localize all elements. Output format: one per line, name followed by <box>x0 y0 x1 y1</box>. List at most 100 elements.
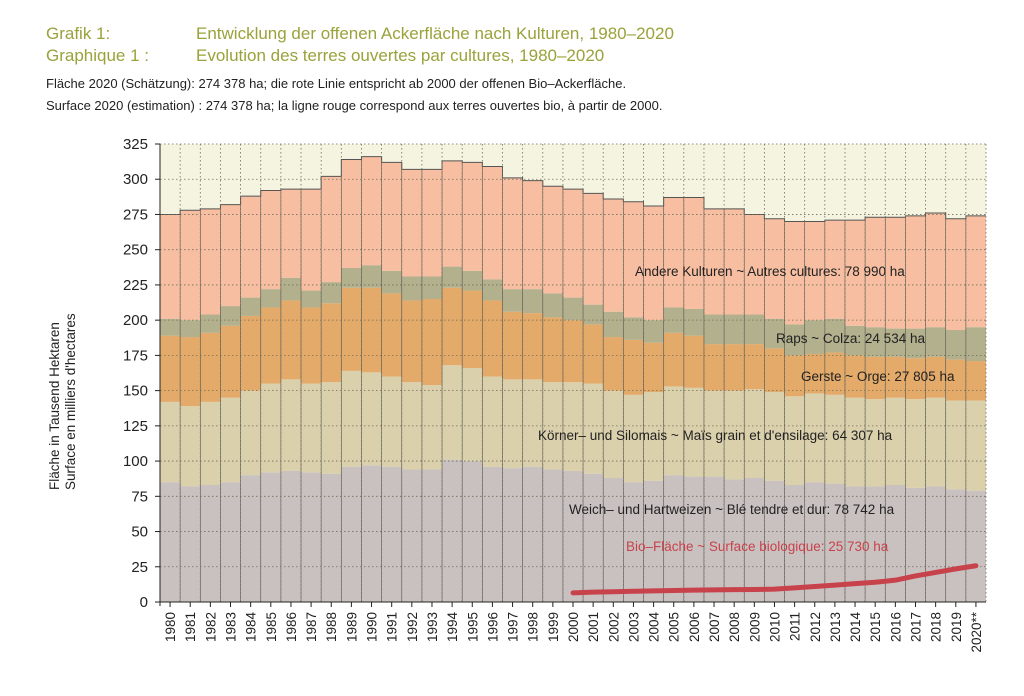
bar-segment <box>744 389 765 478</box>
bar-segment <box>220 397 241 483</box>
bar-segment <box>220 482 241 602</box>
bar-segment <box>321 473 342 602</box>
bar-segment <box>885 485 906 602</box>
series-label-andere-kulturen: Andere Kulturen ~ Autres cultures: 78 99… <box>635 264 905 279</box>
y-tick-label: 275 <box>123 206 148 223</box>
bar-segment <box>905 399 926 488</box>
bar-segment <box>603 390 624 478</box>
series-label-weizen: Weich– und Hartweizen ~ Blé tendre et du… <box>569 502 895 517</box>
bar-segment <box>683 335 704 388</box>
x-tick-label: 1984 <box>244 612 259 643</box>
bar-segment <box>844 325 866 356</box>
bar-segment <box>502 468 523 602</box>
bar-segment <box>824 220 845 319</box>
bar-segment <box>462 290 483 369</box>
x-tick-label: 2016 <box>888 612 903 642</box>
bar-segment <box>603 198 624 312</box>
bar-segment <box>462 368 483 462</box>
bar-segment <box>421 384 443 470</box>
bar-segment <box>764 392 785 481</box>
bio-area-line <box>570 563 979 596</box>
bar-segment <box>764 348 785 393</box>
y-axis-label-fr: Surface en milliers d'hectares <box>63 313 78 490</box>
bar-segment <box>462 162 483 271</box>
bar-segment <box>804 393 825 483</box>
bar-segment <box>663 332 684 387</box>
bar-segment <box>844 397 866 487</box>
x-tick-label: 1999 <box>546 612 561 642</box>
title-fr: Graphique 1 : Evolution des terres ouvert… <box>46 46 604 66</box>
bar-segment <box>603 311 624 338</box>
x-tick-label: 2002 <box>606 612 621 642</box>
bar-segment <box>502 289 523 312</box>
bar-segment <box>200 401 221 486</box>
bar-segment <box>381 270 402 294</box>
bar-segment <box>925 397 946 487</box>
bar-segment <box>784 396 805 486</box>
bar-segment <box>925 213 946 328</box>
bar-segment <box>280 300 302 380</box>
bar-segment <box>885 397 906 486</box>
bar-segment <box>280 470 302 602</box>
bar-segment <box>784 324 805 356</box>
bar-segment <box>401 469 422 602</box>
bar-segment <box>180 210 201 321</box>
bar-segment <box>764 318 785 349</box>
bar-segment <box>865 327 886 357</box>
bar-segment <box>401 382 422 470</box>
bar-segment <box>643 480 664 602</box>
y-tick-label: 0 <box>140 594 148 611</box>
bar-segment <box>945 218 966 331</box>
bar-segment <box>301 307 322 384</box>
bar-segment <box>724 390 745 480</box>
bar-segment <box>542 469 563 602</box>
bar-segment <box>160 482 181 602</box>
x-tick-label: 2012 <box>808 612 823 642</box>
bar-segment <box>280 189 302 278</box>
bar-segment <box>583 473 604 602</box>
bar-segment <box>341 466 362 602</box>
bar-segment <box>321 382 342 474</box>
bar-segment <box>421 299 443 385</box>
bar-segment <box>643 392 664 481</box>
bar-segment <box>844 486 866 602</box>
bar-segment <box>381 376 402 467</box>
bar-segment <box>804 320 825 354</box>
x-tick-label: 1992 <box>405 612 420 642</box>
bar-segment <box>301 383 322 473</box>
bar-segment <box>502 379 523 469</box>
bar-segment <box>200 332 221 402</box>
y-tick-label: 75 <box>131 488 148 505</box>
bar-segment <box>542 317 563 383</box>
x-tick-label: 2019 <box>949 612 964 642</box>
y-tick-label: 50 <box>131 524 148 541</box>
bar-segment <box>824 352 845 395</box>
x-tick-label: 2014 <box>848 612 863 643</box>
bar-segment <box>401 169 422 277</box>
bar-segment <box>401 300 422 383</box>
bar-segment <box>180 320 201 338</box>
y-tick-label: 300 <box>123 171 148 188</box>
x-tick-label: 2006 <box>687 612 702 642</box>
bar-segment <box>724 314 745 345</box>
y-tick-label: 100 <box>123 453 148 470</box>
bar-segment <box>522 180 543 290</box>
series-label-raps: Raps ~ Colza: 24 534 ha <box>776 331 925 346</box>
bar-segment <box>965 215 986 328</box>
x-tick-label: 2011 <box>788 612 803 641</box>
bar-segment <box>361 287 382 373</box>
bar-segment <box>905 328 926 359</box>
bar-segment <box>804 353 825 394</box>
bar-segment <box>724 479 745 602</box>
x-tick-label: 1983 <box>224 612 239 642</box>
x-tick-label: 2015 <box>868 612 883 642</box>
bar-segment <box>381 162 402 271</box>
x-tick-label: 1998 <box>526 612 541 642</box>
bar-segment <box>562 189 584 298</box>
x-tick-label: 2018 <box>929 612 944 642</box>
bar-segment <box>744 314 765 345</box>
bar-segment <box>381 293 402 377</box>
bar-segment <box>160 335 181 402</box>
bar-segment <box>301 290 322 308</box>
